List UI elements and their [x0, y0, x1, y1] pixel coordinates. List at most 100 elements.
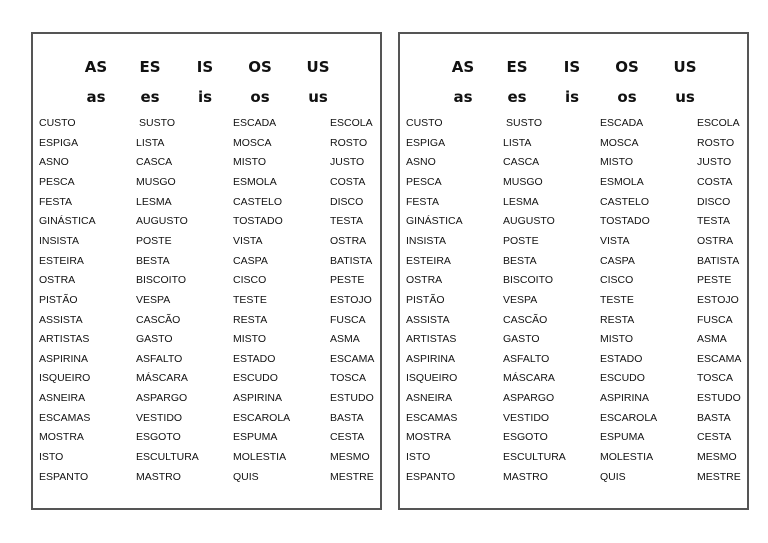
word-cell: CISCO	[600, 274, 634, 287]
word-cell: COSTA	[330, 175, 366, 188]
word-cell: ESTADO	[600, 352, 643, 365]
word-cell: ESCAMA	[697, 352, 742, 365]
word-cell: ASPIRINA	[233, 392, 283, 405]
word-cell: ROSTO	[330, 136, 368, 149]
header-lower-es: es	[140, 88, 160, 106]
word-cell: ASNO	[39, 156, 69, 169]
word-cell: ESCADA	[600, 117, 644, 129]
header-upper-os: OS	[615, 58, 639, 76]
word-cell: LESMA	[136, 195, 172, 208]
word-cell: ASFALTO	[503, 352, 550, 365]
word-cell: ISTO	[39, 451, 64, 464]
word-cell: COSTA	[697, 175, 733, 188]
word-cell: LISTA	[503, 136, 532, 149]
word-cell: ESCOLA	[330, 117, 373, 129]
word-cell: ASPIRINA	[600, 392, 650, 405]
word-cell: ESCUDO	[233, 372, 278, 385]
header-upper-es: ES	[139, 58, 161, 76]
word-cell: CASTELO	[233, 195, 283, 208]
word-table-left: AS ES IS OS US as es is os us CUSTO ESPIGA ASNO PESCA…	[31, 32, 382, 510]
word-cell: ASNEIRA	[39, 392, 86, 405]
word-table-right: AS ES IS OS US as es is os us CUSTO ESPIGA ASNO PESCA…	[398, 32, 749, 510]
word-cell: ASFALTO	[136, 352, 183, 365]
header-upper-os: OS	[248, 58, 272, 76]
word-cell: VESTIDO	[136, 411, 183, 424]
word-cell: ASPIRINA	[39, 352, 89, 365]
word-cell: TOSCA	[697, 372, 733, 385]
header-upper-es: ES	[506, 58, 528, 76]
word-cell: POSTE	[503, 234, 539, 247]
word-cell: OSTRA	[330, 234, 367, 247]
word-cell: VISTA	[600, 234, 630, 247]
word-cell: MOSTRA	[406, 431, 451, 444]
word-cell: ISQUEIRO	[406, 372, 458, 385]
word-cell: ASSISTA	[39, 313, 83, 326]
header-lower-os: os	[617, 88, 637, 106]
word-cell: BASTA	[697, 411, 731, 424]
word-cell: ASNEIRA	[406, 392, 453, 405]
word-cell: QUIS	[600, 470, 626, 483]
word-cell: FESTA	[39, 195, 73, 208]
word-cell: ESCUDO	[600, 372, 645, 385]
word-cell: MOLESTIA	[233, 451, 287, 464]
word-cell: ASNO	[406, 156, 436, 169]
word-cell: ESTOJO	[697, 293, 739, 306]
word-cell: FUSCA	[697, 313, 733, 326]
word-cell: ESTOJO	[330, 293, 372, 306]
word-cell: ARTISTAS	[406, 333, 457, 346]
word-cell: MASTRO	[503, 470, 548, 483]
word-cell: LESMA	[503, 195, 539, 208]
word-cell: PESCA	[39, 175, 75, 188]
word-cell: ASMA	[330, 333, 360, 346]
word-cell: TESTE	[233, 293, 267, 306]
word-cell: ESGOTO	[136, 431, 181, 444]
word-cell: ESTUDO	[697, 392, 741, 405]
word-cell: PESCA	[406, 175, 442, 188]
header-lower-as: as	[86, 88, 106, 106]
word-cell: ESMOLA	[600, 175, 644, 188]
word-cell: MUSGO	[503, 175, 543, 188]
word-cell: MASTRO	[136, 470, 181, 483]
header-lower-is: is	[564, 88, 580, 106]
word-cell: MESTRE	[697, 470, 741, 483]
word-cell: ESGOTO	[503, 431, 548, 444]
word-cell: MISTO	[600, 156, 634, 169]
header-lower-es: es	[507, 88, 527, 106]
word-cell: MOLESTIA	[600, 451, 654, 464]
word-cell: ESCULTURA	[503, 451, 566, 464]
word-cell: ESTEIRA	[39, 254, 84, 267]
word-cell: BESTA	[503, 254, 537, 267]
word-cell: VESPA	[503, 293, 538, 306]
word-cell: AUGUSTO	[503, 215, 555, 228]
word-cell: CASPA	[600, 254, 635, 267]
word-cell: VESPA	[136, 293, 171, 306]
word-cell: MISTO	[233, 156, 267, 169]
word-cell: QUIS	[233, 470, 259, 483]
word-cell: CASCA	[136, 156, 173, 169]
word-cell: ESPUMA	[600, 431, 645, 444]
word-cell: BATISTA	[697, 254, 740, 267]
word-cell: MUSGO	[136, 175, 176, 188]
word-cell: MOSCA	[600, 136, 639, 149]
word-cell: MÁSCARA	[503, 372, 555, 385]
word-cell: MISTO	[233, 333, 267, 346]
word-cell: GINÁSTICA	[39, 215, 96, 228]
word-cell: ESCAMAS	[406, 411, 458, 424]
header-upper-is: IS	[196, 58, 214, 76]
word-cell: VESTIDO	[503, 411, 550, 424]
word-cell: TOSTADO	[233, 215, 283, 228]
word-cell: CUSTO	[39, 117, 76, 129]
word-cell: ESPANTO	[406, 470, 456, 483]
word-cell: GASTO	[136, 333, 173, 346]
header-lower-is: is	[197, 88, 213, 106]
word-cell: JUSTO	[697, 156, 732, 169]
word-cell: ESTUDO	[330, 392, 374, 405]
word-cell: CASCA	[503, 156, 540, 169]
word-cell: MISTO	[600, 333, 634, 346]
word-cell: GINÁSTICA	[406, 215, 463, 228]
word-cell: POSTE	[136, 234, 172, 247]
word-cell: DISCO	[697, 195, 731, 208]
word-cell: ESPIGA	[39, 136, 79, 149]
word-cell: BASTA	[330, 411, 364, 424]
word-cell: FESTA	[406, 195, 440, 208]
